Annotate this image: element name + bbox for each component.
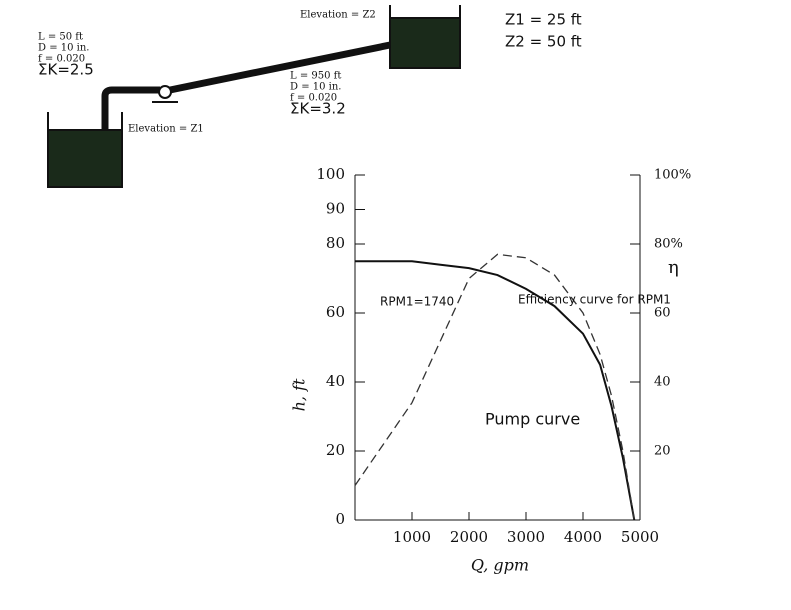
chart: 0 20 40 60 80 90 100 20 40 60 80% 100% 1000 2000 3000 4… (290, 165, 692, 575)
x-tick-label: 2000 (450, 528, 488, 546)
y-axis-label: h, ft (290, 378, 309, 411)
system-sketch (47, 5, 461, 188)
elevation-label: Elevation = Z1 (128, 124, 204, 135)
note: Z2 = 50 ft (505, 33, 582, 51)
discharge-pipe (169, 41, 391, 94)
x-tick-label: 1000 (393, 528, 431, 546)
y-tick-label: 100 (316, 165, 345, 183)
pipe-label: L = 50 ft (38, 32, 83, 43)
y-tick-label: 0 (335, 510, 345, 528)
lower-water (47, 129, 123, 188)
y-tick-label: 20 (326, 441, 345, 459)
pipe-label: f = 0.020 (38, 54, 85, 65)
y-tick-label: 90 (326, 200, 345, 218)
y2-tick-label: 100% (654, 168, 691, 183)
pipe-label: ΣK=2.5 (38, 61, 94, 79)
x-axis-label: Q, gpm (471, 556, 529, 575)
pump (158, 85, 172, 99)
pipe-label: ΣK=3.2 (290, 100, 346, 118)
y2-axis-label: η (668, 257, 679, 278)
y-tick-label: 40 (326, 372, 345, 390)
annotation: Pump curve (485, 410, 580, 429)
y2-tick-label: 60 (654, 306, 671, 321)
suction-pipe (101, 86, 160, 130)
upper-water (389, 17, 461, 69)
pipe-label: L = 950 ft (290, 71, 341, 82)
y-tick-label: 60 (326, 303, 345, 321)
pipe-label: D = 10 in. (290, 82, 341, 93)
series-line (355, 260, 636, 521)
pipe-label: f = 0.020 (290, 93, 337, 104)
y2-tick-label: 40 (654, 375, 671, 390)
legend-label: Efficiency curve for RPM1 (518, 293, 671, 307)
y2-tick-label: 20 (654, 444, 671, 459)
y2-tick-label: 80% (654, 237, 683, 252)
elevation-label: Elevation = Z2 (300, 10, 376, 21)
x-tick-label: 3000 (507, 528, 545, 546)
note: Z1 = 25 ft (505, 11, 582, 29)
legend-label: RPM1=1740 (380, 295, 454, 309)
x-tick-label: 5000 (621, 528, 659, 546)
series-line (354, 253, 635, 521)
pipe-label: D = 10 in. (38, 43, 89, 54)
y-tick-label: 80 (326, 234, 345, 252)
x-tick-label: 4000 (564, 528, 602, 546)
